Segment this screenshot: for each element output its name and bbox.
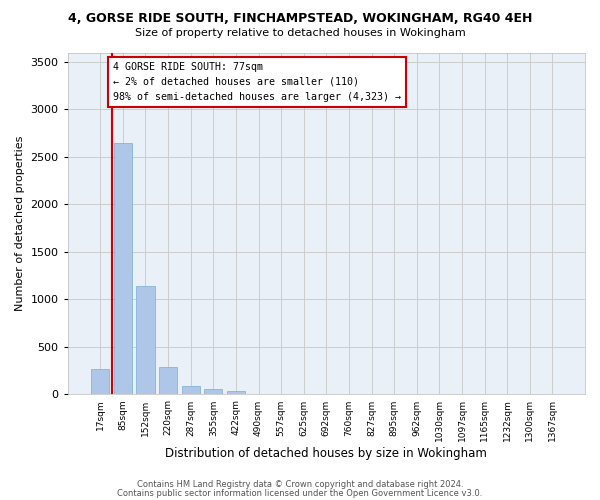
Text: Contains public sector information licensed under the Open Government Licence v3: Contains public sector information licen… bbox=[118, 488, 482, 498]
Text: Size of property relative to detached houses in Wokingham: Size of property relative to detached ho… bbox=[134, 28, 466, 38]
Bar bbox=[136, 286, 155, 395]
Y-axis label: Number of detached properties: Number of detached properties bbox=[15, 136, 25, 311]
X-axis label: Distribution of detached houses by size in Wokingham: Distribution of detached houses by size … bbox=[166, 447, 487, 460]
Text: Contains HM Land Registry data © Crown copyright and database right 2024.: Contains HM Land Registry data © Crown c… bbox=[137, 480, 463, 489]
Text: 4 GORSE RIDE SOUTH: 77sqm
← 2% of detached houses are smaller (110)
98% of semi-: 4 GORSE RIDE SOUTH: 77sqm ← 2% of detach… bbox=[113, 62, 401, 102]
Text: 4, GORSE RIDE SOUTH, FINCHAMPSTEAD, WOKINGHAM, RG40 4EH: 4, GORSE RIDE SOUTH, FINCHAMPSTEAD, WOKI… bbox=[68, 12, 532, 26]
Bar bbox=[182, 386, 200, 394]
Bar bbox=[204, 389, 223, 394]
Bar bbox=[114, 142, 132, 394]
Bar bbox=[91, 369, 109, 394]
Bar bbox=[227, 391, 245, 394]
Bar bbox=[159, 368, 177, 394]
